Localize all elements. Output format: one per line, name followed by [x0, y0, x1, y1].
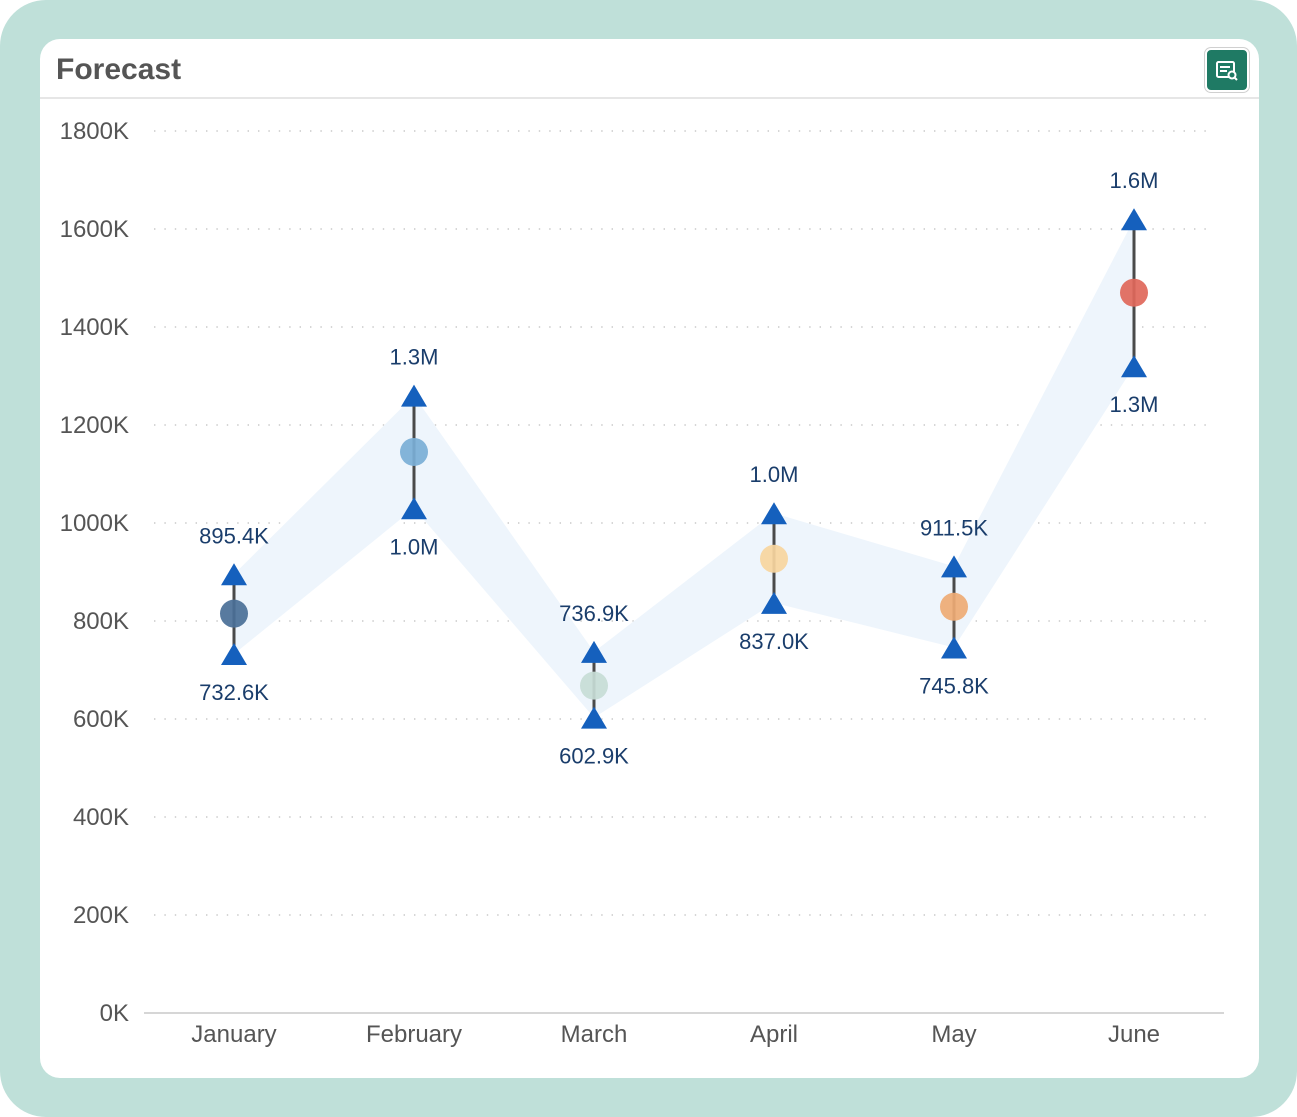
- forecast-point: [1120, 278, 1148, 307]
- card-title: Forecast: [56, 53, 182, 86]
- upper-bound-marker: [581, 640, 607, 663]
- forecast-point: [760, 544, 788, 573]
- x-tick-label: April: [750, 1021, 798, 1048]
- x-tick-label: May: [931, 1021, 976, 1048]
- y-tick-label: 1200K: [60, 412, 129, 439]
- y-tick-label: 600K: [73, 706, 129, 733]
- card-header: Forecast: [40, 39, 1259, 99]
- x-tick-label: February: [366, 1021, 462, 1048]
- y-tick-label: 0K: [100, 1000, 129, 1027]
- x-tick-label: March: [561, 1021, 628, 1048]
- upper-bound-label: 1.3M: [390, 345, 439, 370]
- upper-bound-marker: [401, 384, 427, 407]
- forecast-point: [400, 437, 428, 466]
- lower-bound-marker: [401, 497, 427, 520]
- upper-bound-label: 895.4K: [199, 523, 269, 548]
- confidence-band: [234, 219, 1134, 718]
- x-tick-label: June: [1108, 1021, 1160, 1048]
- forecast-point: [580, 671, 608, 700]
- lower-bound-label: 1.3M: [1110, 392, 1159, 417]
- upper-bound-label: 1.0M: [750, 462, 799, 487]
- x-tick-label: January: [191, 1021, 276, 1048]
- forecast-point: [940, 592, 968, 621]
- lower-bound-marker: [941, 636, 967, 659]
- y-tick-label: 1400K: [60, 314, 129, 341]
- lower-bound-label: 732.6K: [199, 680, 269, 705]
- y-tick-label: 200K: [73, 902, 129, 929]
- forecast-chart: 0K 200K 400K 600K 800K 1000K 1200K 1400K 1600K 18…: [60, 118, 1224, 1048]
- lower-bound-label: 602.9K: [559, 744, 629, 769]
- lower-bound-label: 745.8K: [919, 674, 989, 699]
- upper-bound-marker: [221, 563, 247, 586]
- lower-bound-marker: [761, 591, 787, 614]
- lower-bound-marker: [1121, 355, 1147, 378]
- y-tick-label: 400K: [73, 804, 129, 831]
- y-tick-label: 1800K: [60, 118, 129, 145]
- report-export-icon: [1216, 61, 1238, 81]
- lower-bound-label: 1.0M: [390, 534, 439, 559]
- y-tick-label: 1000K: [60, 510, 129, 537]
- upper-bound-label: 1.6M: [1110, 168, 1159, 193]
- upper-bound-marker: [761, 502, 787, 525]
- upper-bound-marker: [941, 555, 967, 578]
- y-tick-label: 1600K: [60, 216, 129, 243]
- upper-bound-marker: [1121, 208, 1147, 231]
- lower-bound-marker: [221, 643, 247, 666]
- y-tick-label: 800K: [73, 608, 129, 635]
- lower-bound-marker: [581, 706, 607, 729]
- forecast-point: [220, 599, 248, 628]
- lower-bound-label: 837.0K: [739, 629, 809, 654]
- forecast-card: Forecast 0K 200K 400K 600K 800K 1000K 1200K 140…: [40, 39, 1259, 1078]
- report-export-button[interactable]: [1205, 48, 1249, 92]
- upper-bound-label: 736.9K: [559, 601, 629, 626]
- upper-bound-label: 911.5K: [920, 515, 988, 540]
